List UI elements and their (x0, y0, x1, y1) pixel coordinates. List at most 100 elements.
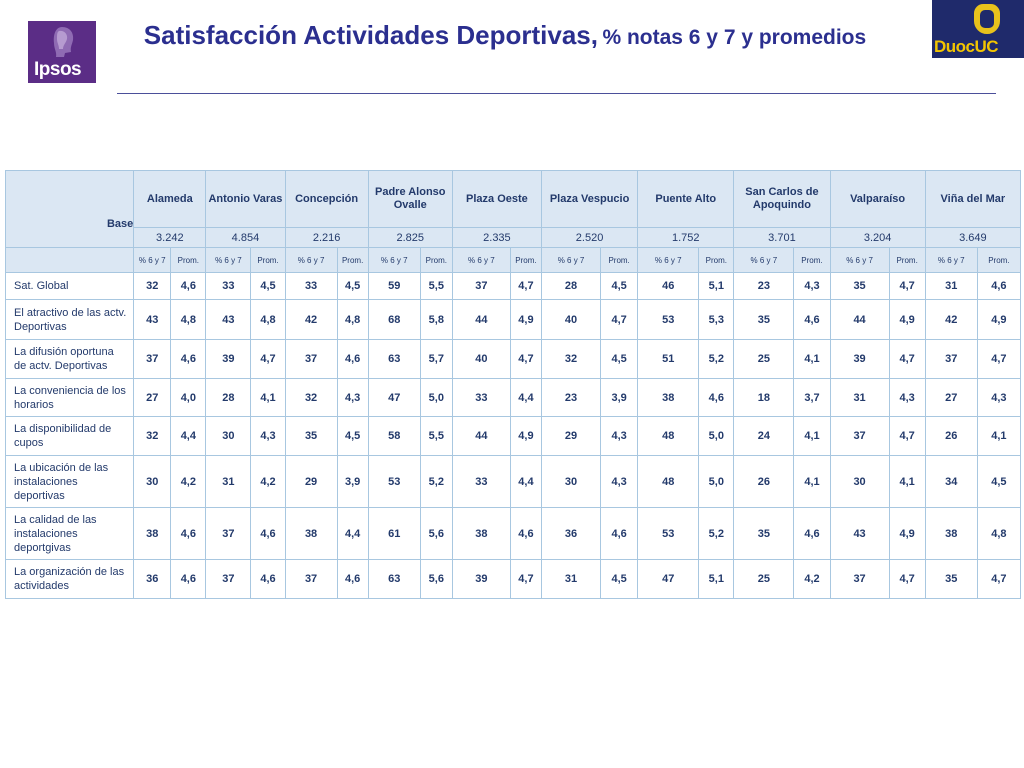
row-label: La conveniencia de los horarios (4, 378, 135, 417)
pct-value: 24 (733, 416, 795, 456)
column-header: Puente Alto (637, 170, 735, 228)
table-row: Sat. Global 32 4,6 33 4,5 33 4,5 59 5,5 37 4,7 28 4,… (4, 272, 1022, 300)
avg-value: 4,5 (600, 272, 639, 300)
column-header: Viña del Mar (924, 170, 1022, 228)
avg-value: 3,9 (336, 455, 369, 508)
base-count: 4.854 (205, 227, 286, 248)
avg-value: 4,6 (250, 559, 286, 599)
avg-value: 4,3 (976, 378, 1022, 417)
pct-value: 37 (829, 416, 890, 456)
avg-value: 5,2 (419, 455, 453, 508)
pct-value: 51 (637, 339, 700, 379)
avg-value: 3,7 (793, 378, 831, 417)
avg-value: 5,1 (698, 559, 735, 599)
subheader-prom: Prom. (793, 247, 831, 273)
pct-value: 31 (829, 378, 890, 417)
pct-value: 37 (205, 507, 252, 560)
avg-value: 4,2 (170, 455, 207, 508)
pct-value: 28 (205, 378, 252, 417)
subheader-prom: Prom. (698, 247, 735, 273)
subheader-pct: % 6 y 7 (540, 247, 602, 273)
pct-value: 29 (540, 416, 602, 456)
avg-value: 4,6 (600, 507, 639, 560)
pct-value: 33 (451, 455, 511, 508)
pct-value: 37 (924, 339, 978, 379)
subheader-prom: Prom. (888, 247, 926, 273)
column-header: Plaza Oeste (451, 170, 542, 228)
row-label: La disponibilidad de cupos (4, 416, 135, 456)
avg-value: 5,6 (419, 559, 453, 599)
subheader-prom: Prom. (336, 247, 369, 273)
ipsos-logo: Ipsos (28, 21, 96, 83)
avg-value: 4,5 (250, 272, 286, 300)
row-label: La ubicación de las instalaciones deport… (4, 455, 135, 508)
subheader-pct: % 6 y 7 (367, 247, 421, 273)
pct-value: 61 (367, 507, 421, 560)
pct-value: 44 (451, 416, 511, 456)
pct-value: 48 (637, 455, 700, 508)
pct-value: 44 (451, 299, 511, 340)
pct-value: 30 (205, 416, 252, 456)
subheader-pct: % 6 y 7 (733, 247, 795, 273)
pct-value: 32 (133, 272, 172, 300)
pct-value: 35 (284, 416, 338, 456)
avg-value: 4,9 (976, 299, 1022, 340)
avg-value: 4,6 (698, 378, 735, 417)
avg-value: 4,6 (170, 272, 207, 300)
avg-value: 4,4 (170, 416, 207, 456)
pct-value: 33 (451, 378, 511, 417)
pct-value: 35 (924, 559, 978, 599)
avg-value: 4,2 (793, 559, 831, 599)
pct-value: 37 (451, 272, 511, 300)
pct-value: 39 (205, 339, 252, 379)
pct-value: 53 (637, 507, 700, 560)
row-label: La organización de las actividades (4, 559, 135, 599)
avg-value: 5,8 (419, 299, 453, 340)
avg-value: 5,2 (698, 507, 735, 560)
avg-value: 4,7 (509, 559, 542, 599)
ipsos-head-icon (53, 27, 74, 57)
avg-value: 4,1 (250, 378, 286, 417)
pct-value: 30 (133, 455, 172, 508)
pct-value: 58 (367, 416, 421, 456)
base-count: 2.520 (540, 227, 639, 248)
avg-value: 4,4 (509, 378, 542, 417)
pct-value: 40 (451, 339, 511, 379)
table-row: La disponibilidad de cupos 32 4,4 30 4,3 35 4,… (4, 416, 1022, 456)
pct-value: 37 (284, 339, 338, 379)
pct-value: 46 (637, 272, 700, 300)
table-row: La organización de las actividades 36 4,6 3… (4, 559, 1022, 599)
avg-value: 4,1 (793, 416, 831, 456)
avg-value: 4,9 (509, 416, 542, 456)
pct-value: 38 (637, 378, 700, 417)
avg-value: 4,8 (336, 299, 369, 340)
avg-value: 5,5 (419, 416, 453, 456)
pct-value: 53 (367, 455, 421, 508)
row-label: La calidad de las instalaciones deportgi… (4, 507, 135, 560)
pct-value: 37 (205, 559, 252, 599)
pct-value: 26 (733, 455, 795, 508)
avg-value: 4,3 (336, 378, 369, 417)
row-label: Sat. Global (4, 272, 135, 300)
pct-value: 42 (284, 299, 338, 340)
pct-value: 59 (367, 272, 421, 300)
avg-value: 4,7 (509, 339, 542, 379)
pct-value: 38 (924, 507, 978, 560)
subheader-prom: Prom. (419, 247, 453, 273)
subheader-prom: Prom. (976, 247, 1022, 273)
duocuc-logo: DuocUC (932, 0, 1024, 58)
avg-value: 4,6 (170, 559, 207, 599)
pct-value: 35 (829, 272, 890, 300)
pct-value: 28 (540, 272, 602, 300)
subheader-prom: Prom. (509, 247, 542, 273)
subheader-prom: Prom. (250, 247, 286, 273)
avg-value: 4,5 (600, 339, 639, 379)
pct-value: 39 (829, 339, 890, 379)
subheader-pct: % 6 y 7 (829, 247, 890, 273)
avg-value: 4,6 (336, 559, 369, 599)
avg-value: 4,3 (793, 272, 831, 300)
avg-value: 4,1 (793, 455, 831, 508)
pct-value: 18 (733, 378, 795, 417)
avg-value: 4,5 (336, 272, 369, 300)
pct-value: 40 (540, 299, 602, 340)
